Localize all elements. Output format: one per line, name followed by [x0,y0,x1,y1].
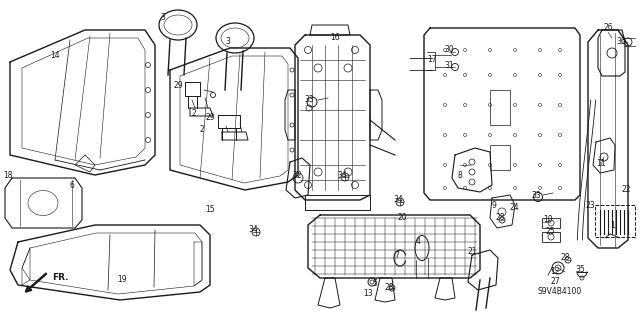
Text: 17: 17 [427,56,437,64]
Text: 2: 2 [191,108,196,117]
Text: 34: 34 [248,226,258,234]
Text: 13: 13 [363,290,373,299]
Text: 33: 33 [304,95,314,105]
Text: 3: 3 [161,13,165,23]
Text: 2: 2 [200,125,204,135]
Text: 29: 29 [173,81,183,91]
Bar [595,205,635,237]
Text: 16: 16 [330,33,340,42]
Text: 28: 28 [495,213,505,222]
Text: 8: 8 [458,170,462,180]
Text: 36: 36 [616,38,626,47]
Text: 1: 1 [611,220,616,229]
Text: 14: 14 [50,50,60,60]
Text: 15: 15 [205,205,215,214]
Text: 29: 29 [205,114,215,122]
Text: 34: 34 [337,170,347,180]
Text: 26: 26 [603,24,613,33]
Text: 22: 22 [621,186,631,195]
Text: 30: 30 [444,46,454,55]
Text: 5: 5 [372,279,378,288]
Text: 28: 28 [384,283,394,292]
Text: 34: 34 [393,196,403,204]
Text: 25: 25 [545,227,555,236]
Text: 33: 33 [531,190,541,199]
Text: 9: 9 [492,201,497,210]
Text: 10: 10 [543,216,553,225]
Text: 11: 11 [596,159,605,167]
Text: 20: 20 [397,213,407,222]
Bar [490,90,510,125]
Text: 21: 21 [467,248,477,256]
Text: S9V4B4100: S9V4B4100 [538,287,582,296]
Text: 27: 27 [550,278,560,286]
Bar [542,232,560,242]
Text: 35: 35 [575,265,585,275]
Text: 6: 6 [70,181,74,189]
Text: 7: 7 [395,250,399,259]
Text: 32: 32 [292,170,302,180]
Text: 19: 19 [117,276,127,285]
Text: 12: 12 [550,268,560,277]
Text: 28: 28 [560,254,570,263]
Text: 4: 4 [415,238,420,247]
Text: 31: 31 [444,61,454,70]
Text: 3: 3 [225,38,230,47]
Text: 24: 24 [509,204,519,212]
Text: FR.: FR. [52,273,68,283]
Text: 23: 23 [585,201,595,210]
Text: 18: 18 [3,170,13,180]
Bar [542,218,560,228]
Bar [490,145,510,170]
